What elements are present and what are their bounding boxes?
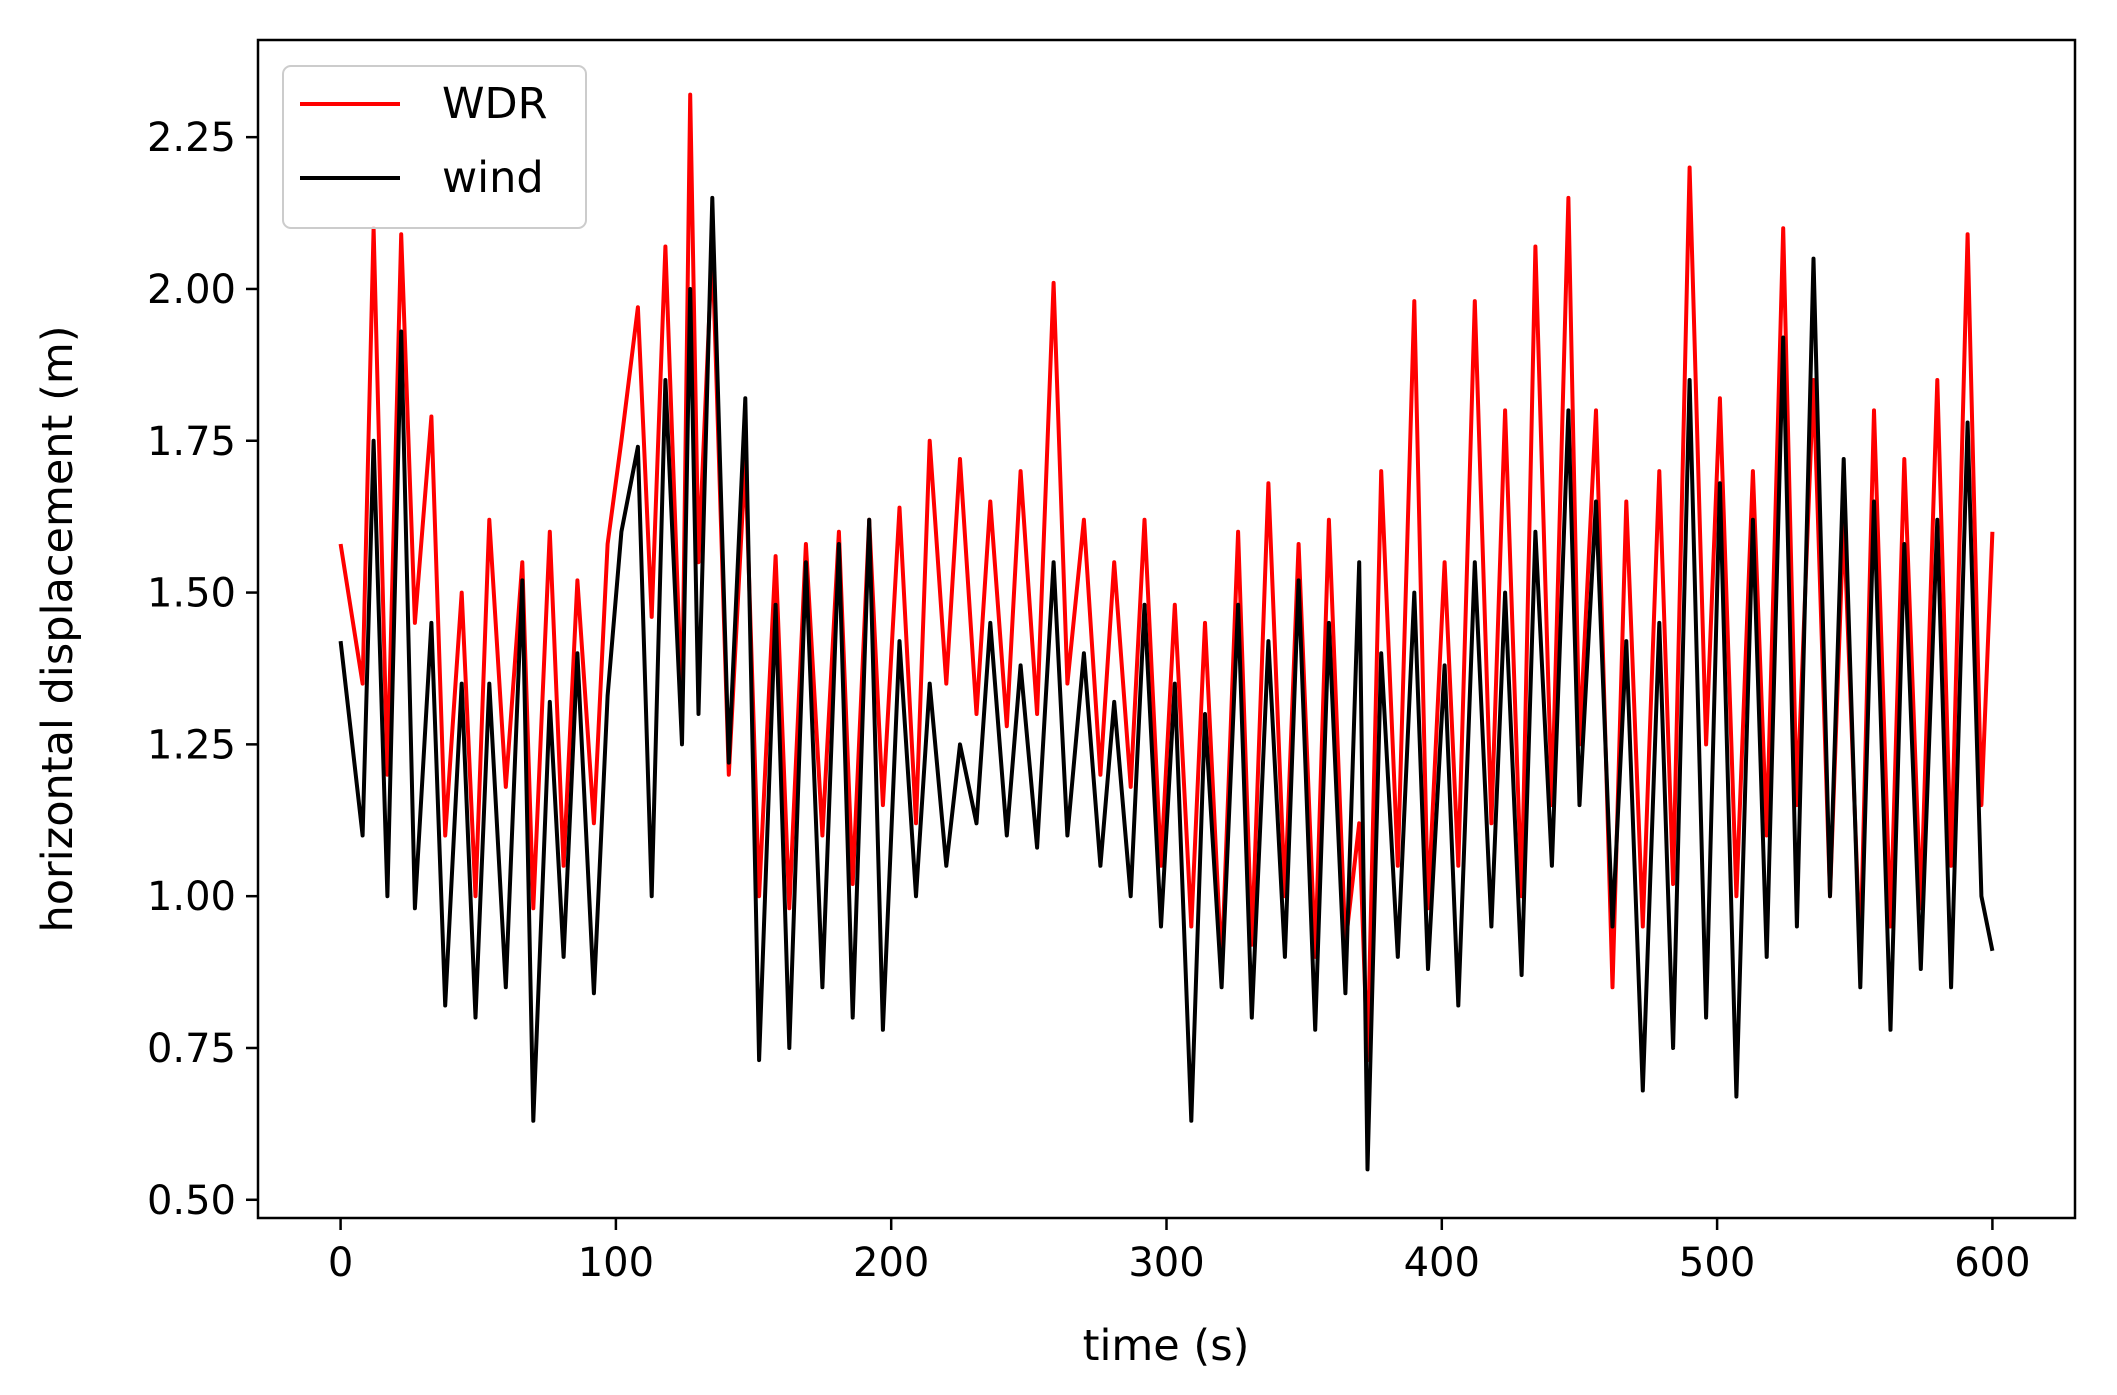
series-layer [338, 92, 1995, 1172]
x-tick-label: 500 [1679, 1240, 1755, 1286]
x-tick-label: 400 [1404, 1240, 1480, 1286]
y-tick-label: 1.50 [147, 571, 236, 617]
x-tick-label: 600 [1954, 1240, 2030, 1286]
y-tick-label: 2.25 [147, 115, 236, 161]
x-tick-label: 100 [578, 1240, 654, 1286]
series-line-wind [338, 195, 1995, 1172]
x-tick-label: 0 [328, 1240, 353, 1286]
y-axis-ticks: 0.50 0.75 1.00 1.25 1.50 1.75 2.00 2.25 [147, 115, 258, 1224]
y-tick-label: 1.75 [147, 419, 236, 465]
x-axis-ticks: 0 100 200 300 400 500 600 [328, 1218, 2031, 1286]
y-tick-label: 1.25 [147, 722, 236, 768]
legend-label-wind: wind [442, 153, 544, 203]
y-tick-label: 1.00 [147, 874, 236, 920]
plot-frame [256, 38, 2077, 1220]
y-tick-label: 0.50 [147, 1178, 236, 1224]
legend: WDR wind [282, 65, 587, 229]
y-axis-label: horizontal displacement (m) [33, 325, 83, 932]
x-tick-label: 200 [853, 1240, 929, 1286]
y-tick-label: 0.75 [147, 1026, 236, 1072]
legend-label-wdr: WDR [442, 79, 548, 129]
series-line-wdr [338, 92, 1995, 1063]
y-tick-label: 2.00 [147, 267, 236, 313]
legend-box [282, 65, 587, 229]
x-tick-label: 300 [1128, 1240, 1204, 1286]
x-axis-label: time (s) [1083, 1321, 1250, 1371]
